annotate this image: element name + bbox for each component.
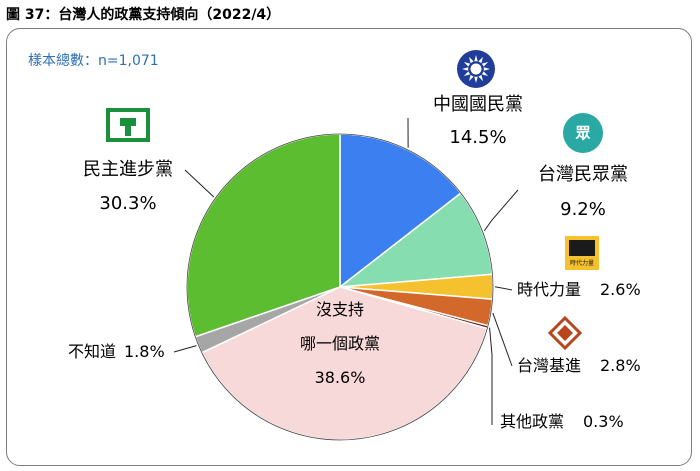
tpp-logo-text: 眾	[574, 124, 590, 142]
pie-slices	[186, 133, 494, 441]
sun-ray	[469, 74, 474, 82]
label-unknown-value: 1.8%	[124, 342, 165, 361]
sun-ray	[463, 71, 471, 76]
label-tpp-name: 台灣民眾黨	[538, 164, 628, 185]
sun-ray	[474, 76, 478, 83]
leader-lines	[173, 117, 519, 425]
tpp-logo-icon: 眾	[563, 113, 603, 153]
label-unknown: 不知道	[68, 342, 116, 361]
leader-line-3	[492, 312, 513, 367]
label-dpp-name: 民主進步黨	[83, 159, 173, 180]
leader-line-7	[184, 169, 215, 198]
label-none-line1: 沒支持	[316, 300, 364, 319]
label-none-value: 38.6%	[315, 368, 366, 387]
label-npp: 時代力量	[517, 280, 581, 299]
pie-outline	[186, 133, 494, 441]
label-other-value: 0.3%	[583, 412, 624, 431]
sample-size-note: 樣本總數：n=1,071	[28, 53, 159, 69]
label-none-line2: 哪一個政黨	[300, 334, 380, 353]
label-other: 其他政黨	[500, 412, 564, 431]
leader-line-2	[494, 286, 513, 291]
sun-ray	[481, 71, 489, 76]
figure-title: 圖 37：台灣人的政黨支持傾向（2022/4）	[6, 7, 281, 23]
dpp-logo-icon	[106, 108, 150, 142]
label-npp-value: 2.6%	[600, 280, 641, 299]
sun-ray	[474, 55, 478, 62]
sun-ray	[463, 62, 471, 67]
npp-logo-icon: 時代力量	[565, 236, 599, 270]
kmt-emblem-icon	[457, 50, 495, 88]
tsp-logo-icon	[547, 315, 583, 351]
sun-ray	[478, 56, 483, 64]
sun-ray	[481, 62, 489, 67]
label-tsp-value: 2.8%	[600, 356, 641, 375]
leader-line-4	[489, 327, 493, 425]
label-dpp-value: 30.3%	[99, 193, 156, 214]
label-tsp: 台灣基進	[517, 356, 581, 375]
npp-logo-text: 時代力量	[570, 259, 594, 267]
label-kmt-name: 中國國民黨	[433, 94, 523, 115]
sun-ray	[483, 67, 490, 71]
label-tpp-value: 9.2%	[560, 199, 606, 220]
label-kmt-value: 14.5%	[449, 127, 506, 148]
sun-ray	[478, 74, 483, 82]
leader-line-6	[173, 345, 197, 353]
leader-line-1	[483, 189, 519, 231]
sun-ray	[469, 56, 474, 64]
sun-ray	[462, 67, 469, 71]
